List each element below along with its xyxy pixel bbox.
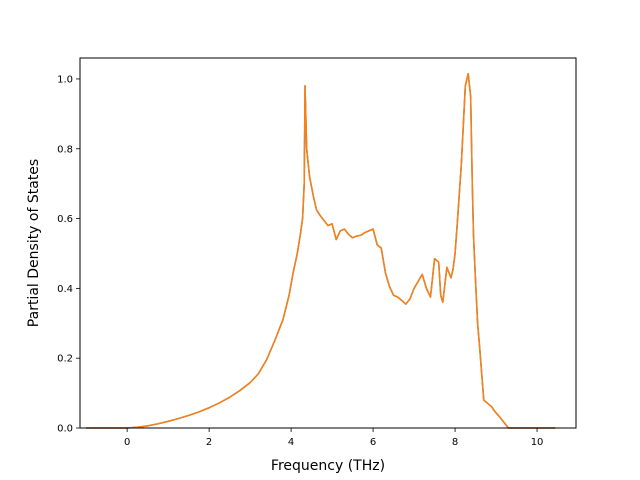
- y-tick-label: 1.0: [57, 74, 73, 85]
- x-tick-label: 10: [531, 437, 544, 448]
- x-tick-label: 0: [124, 437, 130, 448]
- x-tick-label: 8: [452, 437, 458, 448]
- y-tick-label: 0.8: [57, 144, 73, 155]
- y-tick-label: 0.2: [57, 354, 73, 365]
- y-axis-ticks: 0.0 0.2 0.4 0.6 0.8 1.0: [57, 74, 80, 435]
- y-axis-label: Partial Density of States: [26, 159, 42, 327]
- y-tick-label: 0.4: [57, 284, 73, 295]
- x-axis-ticks: 0 2 4 6 8 10: [124, 428, 543, 448]
- x-tick-label: 2: [206, 437, 212, 448]
- x-tick-label: 6: [370, 437, 376, 448]
- y-tick-label: 0.0: [57, 424, 73, 435]
- x-tick-label: 4: [288, 437, 294, 448]
- y-tick-label: 0.6: [57, 214, 73, 225]
- x-axis-label: Frequency (THz): [271, 458, 385, 474]
- series-layer: [86, 72, 556, 429]
- series-line-1: [86, 72, 556, 429]
- plot-frame: [79, 57, 577, 429]
